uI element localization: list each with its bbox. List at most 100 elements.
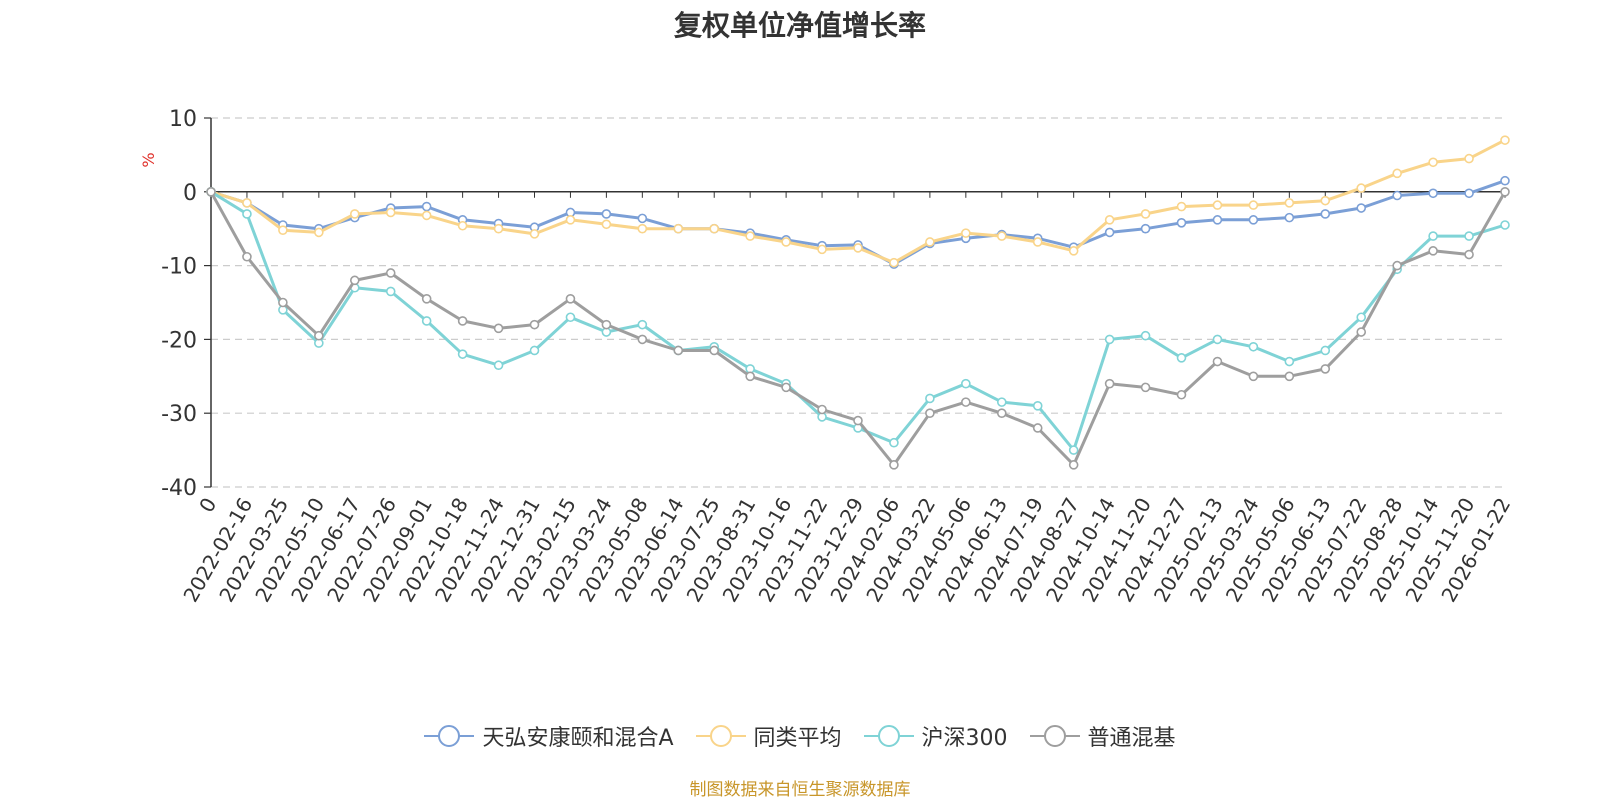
data-point bbox=[996, 408, 1007, 419]
data-point bbox=[781, 237, 791, 247]
data-point bbox=[1464, 231, 1474, 241]
data-point bbox=[1320, 195, 1331, 206]
legend-item[interactable]: 沪深300 bbox=[863, 720, 1008, 752]
data-point bbox=[565, 294, 576, 304]
data-point bbox=[1320, 345, 1331, 356]
data-point bbox=[565, 312, 576, 323]
data-point bbox=[637, 334, 648, 345]
data-point bbox=[961, 397, 971, 407]
data-point bbox=[1284, 212, 1295, 223]
data-point bbox=[889, 437, 899, 448]
data-point bbox=[1068, 246, 1079, 256]
data-point bbox=[1212, 215, 1223, 225]
data-point bbox=[601, 219, 612, 230]
data-point bbox=[1464, 249, 1474, 260]
data-point bbox=[709, 223, 720, 234]
data-point bbox=[493, 223, 504, 234]
data-point bbox=[1356, 327, 1367, 337]
data-point bbox=[242, 251, 252, 262]
data-point bbox=[457, 316, 468, 326]
data-point bbox=[1500, 175, 1510, 186]
legend-item[interactable]: 同类平均 bbox=[695, 720, 842, 752]
data-point bbox=[925, 393, 935, 404]
data-point bbox=[1068, 445, 1079, 455]
y-tick-label: -10 bbox=[161, 255, 197, 280]
data-point bbox=[1212, 200, 1223, 210]
data-point bbox=[1500, 220, 1510, 230]
legend-label: 沪深300 bbox=[921, 726, 1008, 751]
data-point bbox=[1212, 356, 1223, 367]
data-point bbox=[1104, 334, 1115, 345]
data-point bbox=[457, 220, 468, 231]
data-point bbox=[1428, 231, 1438, 241]
data-point bbox=[1176, 217, 1187, 228]
data-point bbox=[996, 231, 1007, 241]
data-point bbox=[493, 323, 504, 334]
y-tick-label: -40 bbox=[161, 476, 197, 501]
data-point bbox=[1032, 423, 1043, 433]
data-point bbox=[817, 404, 827, 415]
data-point bbox=[889, 460, 899, 470]
data-point bbox=[1428, 188, 1438, 199]
data-point bbox=[1500, 187, 1510, 197]
data-point bbox=[1284, 371, 1295, 382]
legend-marker-icon bbox=[695, 725, 746, 747]
data-point bbox=[278, 297, 288, 308]
data-point bbox=[349, 275, 360, 286]
data-point bbox=[1320, 209, 1331, 219]
data-point bbox=[421, 210, 432, 221]
data-point bbox=[349, 209, 360, 219]
data-point bbox=[673, 345, 684, 356]
y-tick-label: -20 bbox=[161, 328, 197, 353]
data-point bbox=[1284, 356, 1295, 367]
y-axis-label: % bbox=[139, 152, 158, 167]
data-point bbox=[565, 215, 576, 225]
data-point bbox=[601, 209, 612, 219]
data-point bbox=[1104, 215, 1115, 225]
data-point bbox=[385, 268, 396, 278]
data-point bbox=[529, 229, 540, 239]
data-point bbox=[529, 319, 540, 330]
data-point bbox=[1032, 401, 1043, 411]
data-point bbox=[1248, 215, 1259, 225]
data-point bbox=[493, 360, 504, 371]
axis-labels: 100-10-20-30-40%02022-02-162022-03-25202… bbox=[139, 107, 1515, 606]
data-point bbox=[1104, 227, 1115, 238]
data-point bbox=[1176, 353, 1187, 363]
data-point bbox=[1392, 168, 1402, 179]
data-point bbox=[242, 209, 252, 219]
legend: 天弘安康颐和混合A 同类平均 沪深300 普通混基 bbox=[0, 720, 1600, 752]
data-point bbox=[278, 225, 288, 235]
data-point bbox=[1248, 341, 1259, 352]
data-point bbox=[637, 223, 648, 234]
legend-item[interactable]: 天弘安康颐和混合A bbox=[424, 720, 674, 752]
data-point bbox=[925, 237, 935, 247]
legend-item[interactable]: 普通混基 bbox=[1029, 720, 1176, 752]
data-point bbox=[385, 207, 396, 218]
legend-marker-icon bbox=[863, 725, 914, 747]
data-point bbox=[529, 345, 540, 356]
data-point bbox=[1140, 209, 1151, 219]
data-point bbox=[996, 397, 1007, 407]
y-tick-label: 10 bbox=[169, 107, 197, 132]
data-point bbox=[1212, 334, 1223, 345]
data-point bbox=[1068, 460, 1079, 470]
data-point bbox=[1140, 223, 1151, 234]
data-point bbox=[1032, 237, 1043, 247]
data-point bbox=[1464, 153, 1474, 164]
data-point bbox=[1140, 330, 1151, 341]
data-point bbox=[1392, 190, 1402, 201]
y-tick-label: 0 bbox=[183, 181, 197, 206]
legend-marker-icon bbox=[1029, 725, 1080, 747]
data-point bbox=[601, 319, 612, 330]
data-point bbox=[314, 227, 324, 238]
source-note: 制图数据来自恒生聚源数据库 bbox=[689, 780, 911, 800]
data-point bbox=[709, 345, 720, 356]
data-point bbox=[1248, 371, 1259, 382]
data-point bbox=[421, 294, 432, 304]
y-tick-label: -30 bbox=[161, 402, 197, 427]
data-point bbox=[673, 223, 684, 234]
data-point bbox=[889, 257, 899, 268]
data-point bbox=[314, 330, 324, 341]
data-point bbox=[457, 349, 468, 359]
